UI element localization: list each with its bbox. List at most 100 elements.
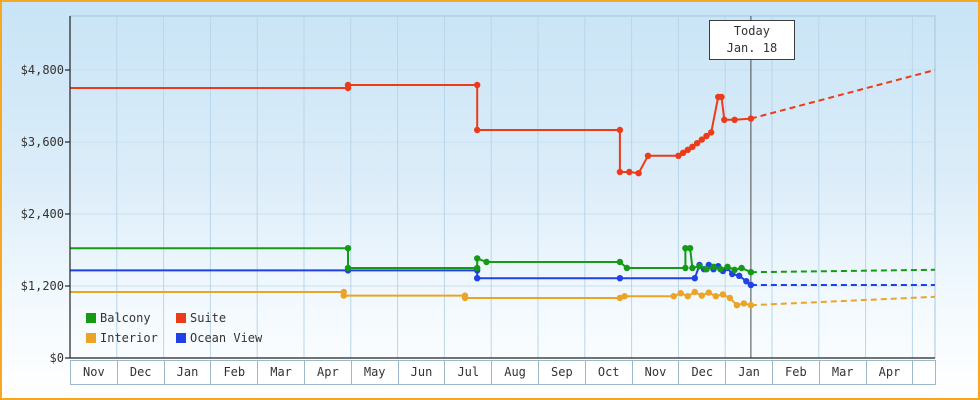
- suite-swatch-icon: [176, 313, 186, 323]
- data-point-suite: [693, 140, 701, 147]
- data-point-ocean-view: [474, 275, 481, 282]
- y-axis-label: $0: [49, 351, 64, 365]
- y-axis-label: $3,600: [20, 135, 64, 149]
- legend-label-suite: Suite: [190, 311, 227, 325]
- y-axis-label: $2,400: [20, 207, 64, 221]
- data-point-interior: [691, 288, 698, 296]
- data-point-suite: [675, 152, 682, 159]
- data-point-balcony: [703, 266, 710, 273]
- month-cell-aug-9: Aug: [491, 360, 539, 385]
- data-point-suite: [644, 152, 652, 159]
- data-point-balcony: [623, 264, 631, 272]
- month-cell-nov-12: Nov: [631, 360, 680, 385]
- month-cell-nov-0: Nov: [70, 360, 118, 385]
- data-point-balcony: [731, 266, 738, 273]
- data-point-suite: [635, 170, 642, 177]
- month-cell-jan-14: Jan: [725, 360, 773, 385]
- data-point-interior: [670, 293, 677, 300]
- data-point-interior: [712, 293, 719, 300]
- data-point-balcony: [682, 245, 689, 252]
- data-point-suite: [344, 81, 352, 89]
- data-point-suite: [747, 115, 755, 122]
- legend-item-balcony: Balcony: [86, 311, 174, 325]
- forecast-line-balcony: [750, 268, 935, 274]
- legend-label-interior: Interior: [100, 331, 158, 345]
- data-point-ocean-view: [743, 278, 750, 285]
- data-point-balcony: [682, 264, 689, 272]
- series-line-suite: [70, 84, 751, 175]
- forecast-line-suite: [750, 69, 936, 120]
- data-point-suite: [474, 126, 481, 134]
- month-cell-mar-16: Mar: [818, 360, 867, 385]
- data-point-balcony: [474, 264, 481, 272]
- data-point-interior: [719, 291, 727, 298]
- y-axis-label: $4,800: [20, 63, 64, 77]
- data-point-suite: [721, 116, 728, 124]
- today-date: Jan. 18: [726, 41, 778, 55]
- data-point-suite: [703, 132, 710, 140]
- data-point-interior: [461, 294, 469, 302]
- month-cell-may-6: May: [350, 360, 399, 385]
- month-cell-mar-4: Mar: [257, 360, 305, 385]
- data-point-suite: [689, 143, 696, 150]
- data-point-interior: [677, 290, 684, 297]
- data-point-balcony: [344, 264, 352, 272]
- data-point-suite: [474, 81, 481, 89]
- data-point-interior: [726, 294, 734, 302]
- data-point-interior: [705, 289, 712, 296]
- month-cell-empty: [912, 360, 936, 385]
- data-point-balcony: [710, 263, 717, 270]
- data-point-suite: [616, 168, 624, 176]
- data-point-suite: [698, 136, 705, 143]
- data-point-suite: [679, 149, 687, 156]
- data-point-balcony: [474, 255, 481, 262]
- data-point-interior: [740, 300, 748, 307]
- data-point-balcony: [483, 258, 490, 266]
- legend-item-ocean-view: Ocean View: [176, 331, 262, 345]
- data-point-balcony: [616, 258, 624, 266]
- legend-label-ocean-view: Ocean View: [190, 331, 263, 345]
- data-point-suite: [684, 146, 691, 153]
- forecast-line-interior: [750, 295, 935, 307]
- data-point-interior: [621, 293, 628, 300]
- balcony-swatch-icon: [86, 313, 96, 323]
- data-point-ocean-view: [736, 272, 743, 279]
- legend-label-balcony: Balcony: [100, 311, 151, 325]
- month-cell-sep-10: Sep: [538, 360, 586, 385]
- month-cell-oct-11: Oct: [584, 360, 633, 385]
- data-point-suite: [616, 126, 624, 134]
- data-point-suite: [626, 168, 633, 176]
- data-point-ocean-view: [691, 275, 698, 282]
- plot-border: [69, 15, 936, 359]
- today-marker-box: Today Jan. 18: [708, 20, 795, 60]
- ocean-view-swatch-icon: [176, 333, 186, 343]
- y-axis-label: $1,200: [20, 279, 64, 293]
- data-point-interior: [747, 302, 755, 309]
- month-cell-apr-17: Apr: [865, 360, 914, 385]
- data-point-ocean-view: [616, 275, 624, 282]
- data-point-interior: [684, 293, 691, 300]
- data-point-suite: [718, 93, 725, 101]
- month-cell-jan-2: Jan: [163, 360, 212, 385]
- month-cell-feb-3: Feb: [210, 360, 259, 385]
- data-point-suite: [708, 129, 715, 136]
- data-point-balcony: [696, 263, 703, 270]
- data-point-interior: [733, 302, 741, 309]
- series-line-interior: [70, 291, 752, 307]
- legend: Balcony Suite Interior Ocean View: [86, 311, 262, 345]
- interior-swatch-icon: [86, 333, 96, 343]
- month-cell-dec-13: Dec: [678, 360, 727, 385]
- data-point-balcony: [686, 245, 694, 252]
- data-point-balcony: [344, 245, 352, 252]
- data-point-suite: [731, 116, 738, 124]
- month-cell-feb-15: Feb: [772, 360, 820, 385]
- data-point-interior: [340, 292, 347, 299]
- legend-item-suite: Suite: [176, 311, 262, 325]
- data-point-interior: [698, 292, 705, 299]
- data-point-ocean-view: [747, 281, 755, 289]
- month-cell-jul-8: Jul: [444, 360, 493, 385]
- month-cell-dec-1: Dec: [116, 360, 165, 385]
- series-line-balcony: [70, 247, 752, 274]
